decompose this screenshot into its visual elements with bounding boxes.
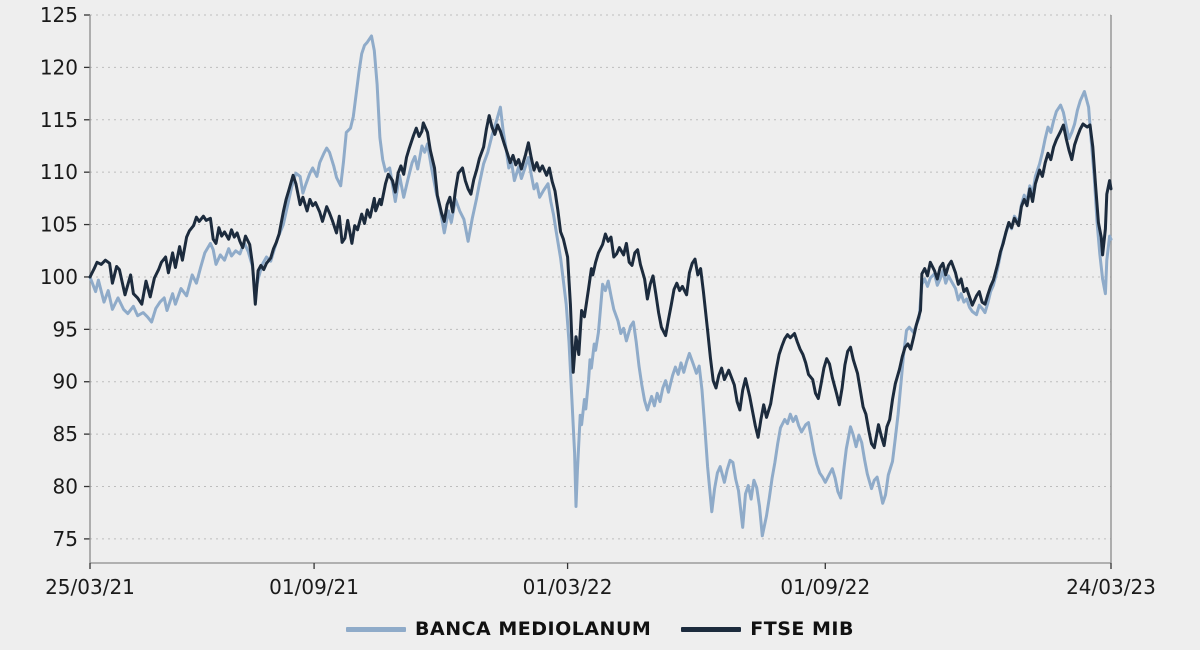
series-line-ftse-mib: [88, 114, 1113, 450]
x-tick-label: 01/09/21: [269, 575, 359, 599]
y-tick-label: 115: [40, 108, 78, 132]
y-tick-label: 80: [53, 475, 78, 499]
x-tick-label: 25/03/21: [45, 575, 135, 599]
legend-label: BANCA MEDIOLANUM: [415, 618, 652, 640]
legend-line-swatch-blue: [346, 626, 407, 632]
chart-legend: BANCA MEDIOLANUM FTSE MIB: [0, 612, 1200, 646]
y-tick-label: 95: [53, 317, 78, 341]
x-tick-label: 24/03/23: [1066, 575, 1156, 599]
x-tick-label: 01/09/22: [780, 575, 870, 599]
y-tick-label: 85: [53, 422, 78, 446]
x-tick-label: 01/03/22: [523, 575, 613, 599]
y-tick-label: 120: [40, 55, 78, 79]
legend-item-banca-mediolanum: BANCA MEDIOLANUM: [346, 618, 651, 640]
series-line-banca-mediolanum: [88, 34, 1113, 538]
y-tick-label: 100: [40, 265, 78, 289]
y-tick-label: 110: [40, 160, 78, 184]
y-tick-label: 75: [53, 527, 78, 551]
y-tick-label: 90: [53, 370, 78, 394]
y-tick-label: 125: [40, 3, 78, 27]
legend-item-ftse-mib: FTSE MIB: [681, 618, 854, 640]
legend-line-swatch-dark: [681, 626, 742, 632]
y-tick-label: 105: [40, 213, 78, 237]
price-chart-canvas: 75 80 85 90 95 100 105 110 115 120 125 25/03/21 01/0…: [40, 3, 1156, 599]
legend-label: FTSE MIB: [750, 618, 854, 640]
